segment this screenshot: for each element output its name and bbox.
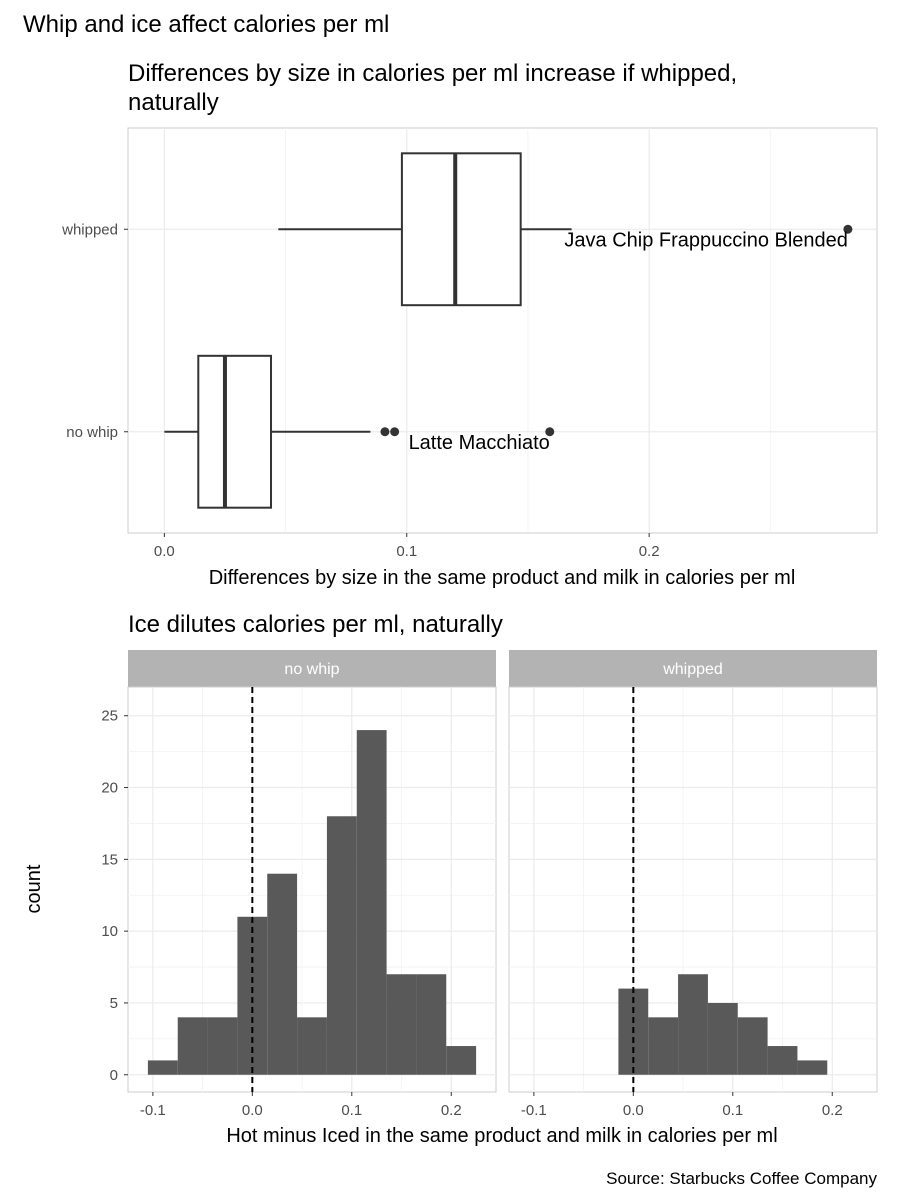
histogram-y-tick-label: 5 bbox=[110, 995, 118, 1012]
boxplot-outlier bbox=[843, 224, 853, 234]
histogram-bar bbox=[648, 1017, 679, 1075]
histogram-x-tick-label: 0.1 bbox=[341, 1102, 362, 1119]
histogram-bar bbox=[707, 1002, 738, 1075]
boxplot-outlier bbox=[390, 427, 400, 437]
histogram-x-tick-label: -0.1 bbox=[140, 1102, 166, 1119]
histogram-y-tick-label: 15 bbox=[101, 851, 118, 868]
facet-strip-no-whip bbox=[128, 650, 496, 687]
histogram-bar bbox=[386, 974, 417, 1075]
histogram-y-axis-label: count bbox=[23, 864, 45, 913]
histogram-y-tick-label: 10 bbox=[101, 923, 118, 940]
histogram-x-tick-label: 0.2 bbox=[441, 1102, 462, 1119]
boxplot-x-tick-labels: 0.0 0.1 0.2 bbox=[154, 533, 660, 560]
histogram-y-tick-labels: 0 5 10 15 20 25 bbox=[101, 708, 128, 1084]
boxplot-outlier bbox=[545, 427, 555, 437]
histogram-y-tick-label: 20 bbox=[101, 780, 118, 797]
facet-strip-label-no-whip: no whip bbox=[284, 661, 339, 678]
histogram-x-tick-label: -0.1 bbox=[521, 1102, 547, 1119]
boxplot-y-tick-labels: whipped no whip bbox=[61, 221, 128, 441]
boxplot-outlier bbox=[380, 427, 390, 437]
boxplot-chart: Differences by size in calories per ml i… bbox=[61, 60, 878, 589]
boxplot-box bbox=[400, 152, 522, 307]
histogram-bar bbox=[767, 1046, 798, 1075]
boxplot-x-tick-label: 0.0 bbox=[154, 543, 175, 560]
histogram-bar bbox=[446, 1046, 477, 1075]
histogram-title: Ice dilutes calories per ml, naturally bbox=[128, 611, 503, 638]
boxplot-title-line-1: Differences by size in calories per ml i… bbox=[128, 60, 737, 87]
histogram-y-tick-label: 25 bbox=[101, 708, 118, 725]
histogram-bar bbox=[297, 1017, 327, 1075]
boxplot-title-line-2: naturally bbox=[128, 89, 219, 116]
boxplot-marks: Java Chip Frappuccino Blended Latte Macch… bbox=[164, 152, 853, 509]
facet-strip-label-whipped: whipped bbox=[662, 661, 723, 678]
histogram-bar bbox=[147, 1060, 178, 1075]
boxplot-x-tick-label: 0.2 bbox=[639, 543, 660, 560]
histogram-x-axis-label: Hot minus Iced in the same product and m… bbox=[226, 1125, 777, 1147]
histogram-bar bbox=[356, 730, 387, 1075]
histogram-x-tick-label: 0.0 bbox=[242, 1102, 263, 1119]
figure-caption: Source: Starbucks Coffee Company bbox=[606, 1169, 877, 1188]
boxplot-box bbox=[197, 354, 273, 509]
facet-strip-whipped bbox=[509, 650, 877, 687]
histogram-bar bbox=[416, 974, 447, 1075]
figure-title: Whip and ice affect calories per ml bbox=[23, 11, 389, 38]
boxplot-x-axis-label: Differences by size in the same product … bbox=[209, 567, 796, 589]
boxplot-x-tick-label: 0.1 bbox=[396, 543, 417, 560]
histogram-x-tick-label: 0.1 bbox=[722, 1102, 743, 1119]
histogram-bar bbox=[678, 974, 708, 1075]
histogram-bar bbox=[737, 1017, 768, 1075]
histogram-bar bbox=[267, 873, 298, 1075]
boxplot-annotation: Latte Macchiato bbox=[409, 432, 550, 454]
histogram-bar bbox=[326, 816, 357, 1075]
histogram-x-tick-label: 0.2 bbox=[822, 1102, 843, 1119]
histogram-y-tick-label: 0 bbox=[110, 1067, 118, 1084]
histogram-chart: Ice dilutes calories per ml, naturally n… bbox=[23, 611, 878, 1147]
histogram-bars bbox=[147, 730, 828, 1075]
histogram-bar bbox=[797, 1060, 828, 1075]
histogram-reference-lines bbox=[251, 687, 635, 1092]
boxplot-y-tick-label: no whip bbox=[66, 424, 118, 441]
boxplot-annotation: Java Chip Frappuccino Blended bbox=[564, 229, 848, 251]
boxplot-y-tick-label: whipped bbox=[61, 221, 118, 238]
histogram-x-tick-labels: -0.1 0.0 0.1 0.2 -0.1 0.0 0.1 0.2 bbox=[140, 1092, 843, 1119]
histogram-x-tick-label: 0.0 bbox=[623, 1102, 644, 1119]
histogram-bar bbox=[177, 1017, 208, 1075]
histogram-bar bbox=[207, 1017, 238, 1075]
